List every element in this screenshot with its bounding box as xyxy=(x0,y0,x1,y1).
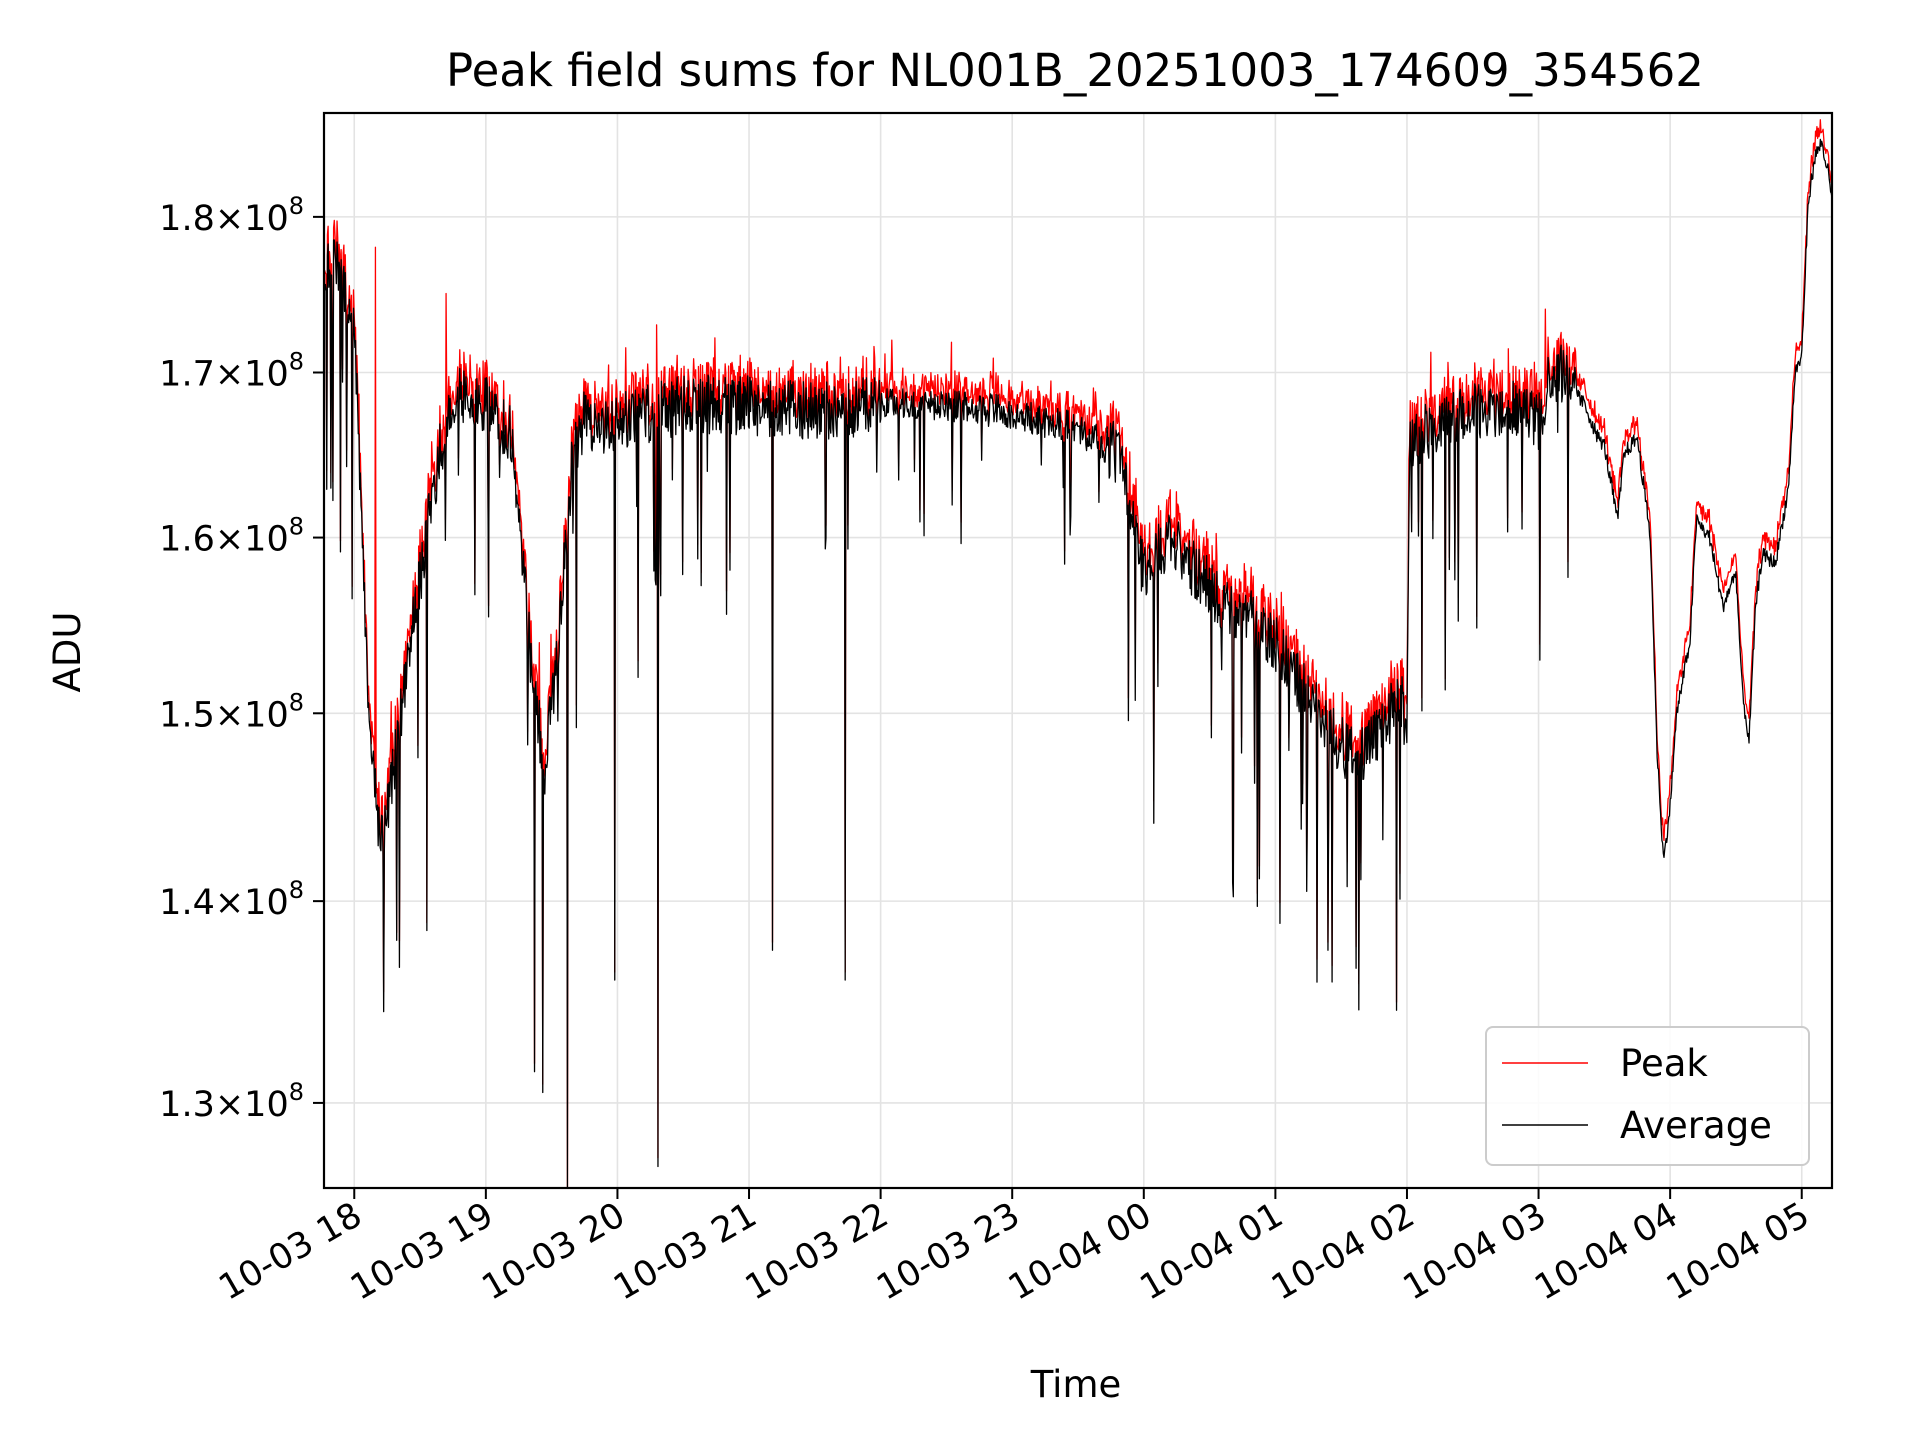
legend-label-average: Average xyxy=(1620,1104,1772,1147)
legend-label-peak: Peak xyxy=(1620,1042,1708,1085)
legend-box xyxy=(1485,1026,1810,1166)
y-tick-label: 1.6×108 xyxy=(159,513,304,560)
x-gridlines xyxy=(353,113,1803,1188)
plot-area xyxy=(323,119,1833,1188)
legend: Peak Average xyxy=(1485,1026,1810,1166)
y-tick-label: 1.7×108 xyxy=(159,348,304,395)
chart-title: Peak field sums for NL001B_20251003_1746… xyxy=(446,44,1704,97)
series-line-average xyxy=(323,138,1833,1188)
y-tick-label: 1.8×108 xyxy=(159,192,304,239)
plot-frame xyxy=(322,111,1834,1190)
series-line-peak xyxy=(323,119,1833,1188)
y-axis-ticks: 1.3×108 1.4×108 1.5×108 1.6×108 1.7×108 1.8×1… xyxy=(159,192,324,1125)
y-tick-label: 1.3×108 xyxy=(159,1078,304,1125)
x-axis-label: Time xyxy=(1030,1363,1122,1406)
y-tick-label: 1.4×108 xyxy=(159,876,304,923)
y-tick-label: 1.5×108 xyxy=(159,688,304,735)
y-axis-label: ADU xyxy=(46,612,89,693)
